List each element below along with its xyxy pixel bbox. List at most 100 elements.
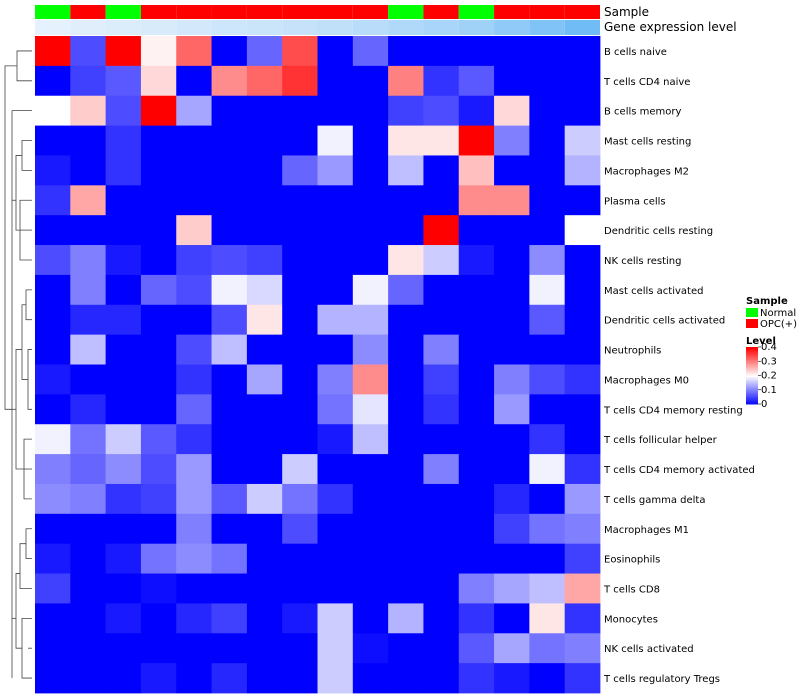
heatmap-cell [140, 215, 177, 246]
heatmap-cell [317, 424, 354, 455]
sample-annotation-cell [282, 5, 318, 19]
row-label: Macrophages M2 [604, 166, 689, 177]
heatmap-cell [70, 364, 107, 395]
heatmap-cell [564, 215, 601, 246]
heatmap-cell [246, 633, 283, 664]
heatmap-cell [246, 483, 283, 515]
heatmap-cell [423, 304, 460, 336]
heatmap-cell [105, 36, 142, 67]
heatmap-cell [317, 95, 354, 126]
dendrogram-branch [25, 528, 32, 560]
heatmap-cell [246, 36, 283, 67]
heatmap-cell [388, 394, 424, 425]
heatmap-cell [564, 394, 601, 425]
expression-annotation-cell [564, 20, 600, 35]
heatmap-cell [564, 65, 601, 97]
dendrogram-branch [4, 65, 17, 410]
heatmap-cell [564, 573, 601, 604]
legend-label-opc: OPC(+) [760, 319, 797, 330]
heatmap-cell [105, 364, 142, 395]
row-label: B cells naive [604, 47, 667, 58]
heatmap-cell [105, 95, 142, 126]
heatmap-cell [388, 513, 424, 545]
heatmap-cells [35, 36, 601, 694]
expression-annotation-cell [494, 20, 530, 35]
dendrogram-branch [15, 349, 24, 470]
heatmap-cell [317, 36, 354, 67]
heatmap-cell [317, 663, 354, 694]
expression-annotation-cell [352, 20, 389, 35]
heatmap-cell [211, 155, 248, 186]
heatmap-cell [564, 663, 601, 694]
heatmap-cell [35, 573, 71, 604]
sample-annotation-cell [423, 5, 459, 19]
heatmap-cell [458, 573, 495, 604]
heatmap-cell [352, 364, 389, 395]
heatmap-cell [105, 304, 142, 336]
heatmap-cell [494, 304, 530, 336]
heatmap-cell [211, 603, 248, 634]
expression-annotation-cell [105, 20, 141, 35]
heatmap-cell [388, 603, 424, 634]
heatmap-cell [529, 245, 566, 276]
heatmap-cell [176, 663, 212, 694]
heatmap-cell [211, 304, 248, 336]
heatmap-cell [494, 364, 530, 395]
colorbar-segment [746, 396, 758, 399]
heatmap-cell [388, 424, 424, 455]
heatmap-cell [529, 215, 566, 246]
legend-swatch-opc [746, 319, 758, 328]
heatmap-cell [140, 36, 177, 67]
heatmap-cell [70, 573, 107, 604]
row-label: Neutrophils [604, 346, 661, 357]
heatmap-cell [352, 573, 389, 604]
heatmap-cell [529, 573, 566, 604]
heatmap-cell [317, 364, 354, 395]
heatmap-cell [529, 603, 566, 634]
heatmap-cell [352, 454, 389, 485]
row-label: T cells CD4 memory activated [603, 465, 755, 476]
sample-annotation-cell [564, 5, 600, 19]
heatmap-cell [494, 334, 530, 365]
heatmap-cell [529, 65, 566, 97]
heatmap-cell [388, 65, 424, 97]
heatmap-cell [529, 155, 566, 186]
heatmap-cell [317, 245, 354, 276]
heatmap-cell [211, 125, 248, 156]
heatmap-cell [70, 394, 107, 425]
heatmap-cell [352, 483, 389, 515]
heatmap-cell [494, 215, 530, 246]
heatmap-cell [211, 245, 248, 276]
heatmap-cell [458, 663, 495, 694]
heatmap-cell [140, 513, 177, 545]
row-label: T cells gamma delta [603, 495, 705, 506]
heatmap-cell [282, 304, 318, 336]
heatmap-cell [458, 304, 495, 336]
expression-annotation-cell [458, 20, 495, 35]
heatmap-cell [423, 274, 460, 306]
colorbar-segment [746, 355, 758, 358]
heatmap-cell [35, 633, 71, 664]
heatmap-cell [352, 125, 389, 156]
heatmap-cell [388, 334, 424, 365]
row-label: Mast cells activated [604, 286, 703, 297]
heatmap-cell [352, 274, 389, 306]
legend: Sample Normal OPC(+) Level 0.4 0.3 0.2 0.1 0 [746, 296, 797, 410]
sample-annotation-cell [317, 5, 353, 19]
heatmap-cell [282, 36, 318, 67]
heatmap-cell [105, 573, 142, 604]
heatmap-cell [246, 334, 283, 365]
heatmap-cell [564, 36, 601, 67]
colorbar-tick-label: 0 [761, 399, 767, 410]
colorbar-segment [746, 347, 758, 349]
heatmap-cell [458, 394, 495, 425]
row-label: Eosinophils [604, 555, 660, 566]
heatmap-cell [529, 95, 566, 126]
expression-annotation-cell [317, 20, 353, 35]
heatmap-cell [317, 334, 354, 365]
heatmap-cell [105, 334, 142, 365]
heatmap-cell [176, 603, 212, 634]
heatmap-cell [176, 65, 212, 97]
heatmap-cell [564, 155, 601, 186]
column-annotations [35, 5, 600, 35]
